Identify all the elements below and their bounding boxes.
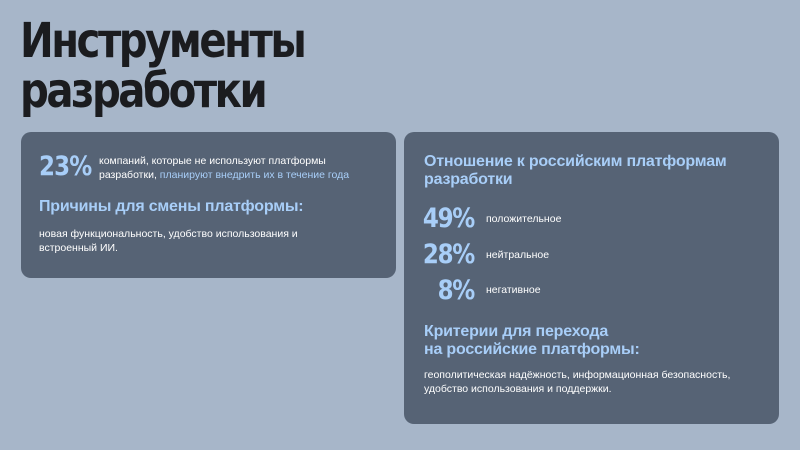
page-title-line-1: Инструменты (20, 13, 307, 69)
adoption-stat-value: 23% (39, 151, 92, 182)
adoption-stat-description: компаний, которые не используют платформ… (99, 155, 326, 181)
criteria-heading-line-1: Критерии для перехода (424, 323, 609, 340)
reasons-text: новая функциональность, удобство использ… (39, 228, 298, 254)
criteria-heading-line-2: на российские платформы: (424, 341, 640, 358)
attitude-heading: Отношение к российским платформам разраб… (424, 153, 727, 188)
stat-label-positive: положительное (486, 213, 562, 225)
page-title: Инструменты разработки (20, 13, 307, 119)
criteria-text: геополитическая надёжность, информационн… (424, 369, 731, 395)
adoption-stat-highlight: планируют внедрить их в течение года (159, 169, 350, 181)
russian-platforms-card: Отношение к российским платформам разраб… (404, 132, 779, 424)
stat-label-neutral: нейтральное (486, 249, 550, 261)
stat-value-neutral: 28% (422, 239, 475, 270)
reasons-heading: Причины для смены платформы: (39, 198, 304, 215)
stat-value-negative: 8% (437, 275, 476, 306)
criteria-heading: Критерии для перехода на российские плат… (424, 323, 640, 359)
stat-label-negative: негативное (486, 284, 541, 296)
page-title-line-2: разработки (20, 63, 268, 119)
platform-adoption-card: 23% компаний, которые не используют плат… (21, 132, 396, 278)
adoption-stat-text: компаний, которые не используют платформ… (99, 154, 384, 182)
stat-value-positive: 49% (422, 203, 475, 234)
